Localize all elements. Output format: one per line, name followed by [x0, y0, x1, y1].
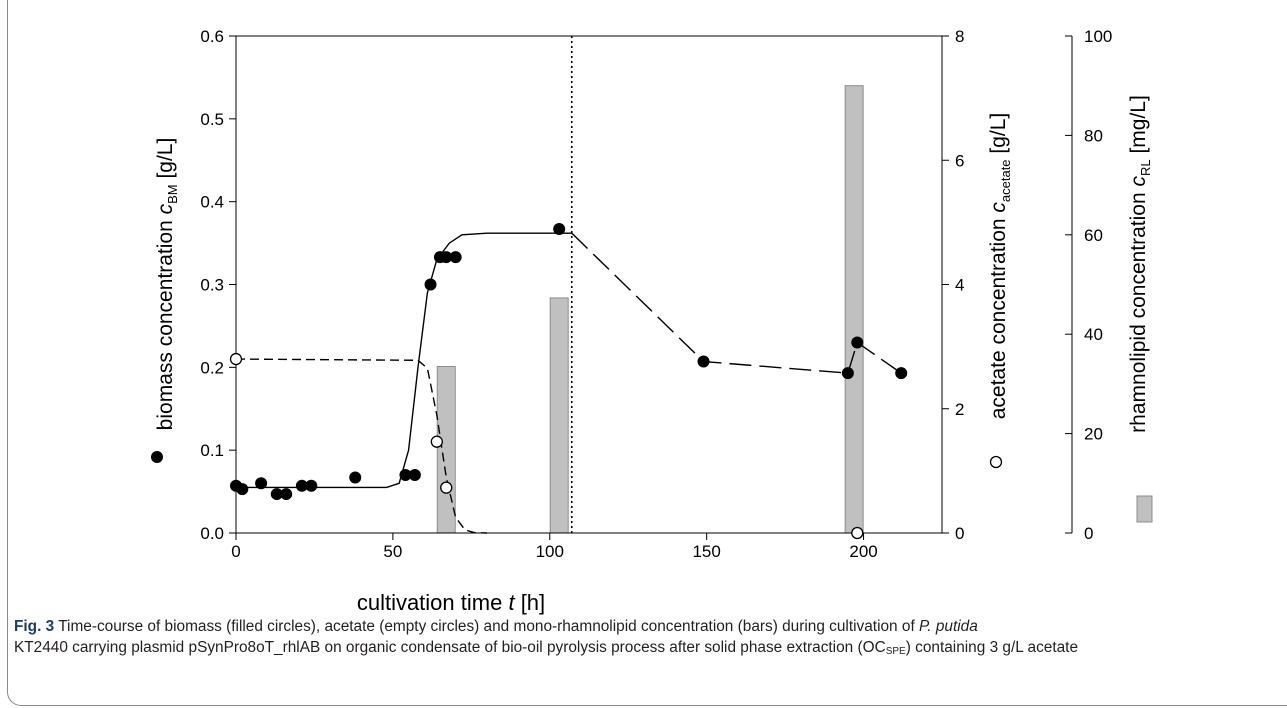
- right-tick-label-2: 40: [1084, 325, 1103, 344]
- fit-lines: [235, 36, 902, 534]
- right-tick-label-4: 80: [1084, 126, 1103, 145]
- chart: 0 50 100 150 2000.00.10.20.30.40.50.60246802…: [151, 27, 1153, 615]
- right-tick-label-5: 100: [1084, 27, 1112, 46]
- mid-tick-label-3: 6: [955, 151, 964, 170]
- rhamnolipid-bar-0: [436, 366, 456, 534]
- x-tick-label-3: 150: [692, 542, 720, 561]
- biomass-point-17: [851, 336, 864, 349]
- biomass-point-7: [349, 471, 362, 484]
- biomass-point-2: [255, 477, 268, 490]
- x-tick-label-0: 0: [231, 542, 240, 561]
- mid-tick-label-4: 8: [955, 27, 964, 46]
- biomass-point-5: [295, 479, 308, 492]
- caption-text-2: KT2440 carrying plasmid pSynPro8oT_rhlAB…: [14, 639, 886, 656]
- axis-labels: 0 50 100 150 2000.00.10.20.30.40.50.60246802…: [151, 27, 1153, 615]
- left-tick-label-1: 0.1: [200, 441, 224, 460]
- biomass-point-1: [236, 483, 249, 496]
- mid-tick-label-1: 2: [955, 400, 964, 419]
- biomass-point-13: [449, 251, 462, 264]
- biomass-point-9: [408, 469, 421, 482]
- biomass-dashed-line: [571, 232, 902, 374]
- acetate-point-3: [851, 526, 864, 540]
- caption-species: P. putida: [919, 618, 978, 635]
- left-tick-label-5: 0.5: [200, 110, 224, 129]
- left-tick-label-3: 0.3: [200, 276, 224, 295]
- x-tick-label-1: 50: [383, 542, 402, 561]
- rhamnolipid-bar-2: [844, 85, 864, 534]
- right-tick-label-0: 0: [1084, 524, 1093, 543]
- acetate-point-0: [229, 352, 243, 366]
- left-tick-label-6: 0.6: [200, 27, 224, 46]
- x-axis-label: cultivation time t [h]: [357, 590, 545, 615]
- biomass-point-16: [841, 367, 854, 380]
- acetate-point-1: [430, 435, 443, 448]
- x-tick-label-2: 100: [536, 542, 564, 561]
- caption-sub: SPE: [885, 646, 906, 657]
- caption-text-3: ) containing 3 g/L acetate: [905, 639, 1078, 656]
- caption-text-1: Time-course of biomass (filled circles),…: [54, 618, 919, 635]
- mid-tick-label-2: 4: [955, 276, 964, 295]
- mid-tick-label-0: 0: [955, 524, 964, 543]
- right-tick-label-3: 60: [1084, 226, 1103, 245]
- axes: [229, 35, 1073, 540]
- x-tick-label-4: 200: [849, 542, 877, 561]
- rhamnolipid-legend-marker: [1136, 495, 1153, 523]
- left-tick-label-0: 0.0: [200, 524, 224, 543]
- left-tick-label-4: 0.4: [200, 193, 224, 212]
- biomass-fit-curve: [236, 232, 572, 489]
- biomass-point-15: [697, 355, 710, 368]
- figure-caption: Fig. 3 Time-course of biomass (filled ci…: [14, 616, 1276, 658]
- biomass-point-3: [270, 488, 283, 501]
- figure-frame: [7, 0, 1287, 706]
- biomass-point-14: [553, 223, 566, 236]
- biomass-legend-marker: [151, 451, 163, 463]
- right-tick-label-1: 20: [1084, 425, 1103, 444]
- biomass-point-4: [280, 488, 293, 501]
- acetate-fit-curve: [235, 358, 488, 534]
- biomass-point-6: [305, 479, 318, 492]
- right-axis-label: rhamnolipid concentration cRL [mg/L]: [1127, 95, 1153, 433]
- biomass-point-12: [440, 251, 453, 264]
- data-points: [229, 223, 908, 540]
- biomass-point-8: [399, 469, 412, 482]
- acetate-point-2: [440, 481, 453, 494]
- caption-fig-label: Fig. 3: [14, 618, 55, 635]
- left-axis-label: biomass concentration cBM [g/L]: [154, 138, 180, 431]
- left-tick-label-2: 0.2: [200, 358, 224, 377]
- biomass-point-18: [895, 367, 908, 380]
- biomass-point-10: [424, 278, 437, 291]
- mid-axis-label: acetate concentration cacetate [g/L]: [987, 113, 1013, 420]
- acetate-legend-marker: [989, 455, 1003, 469]
- rhamnolipid-bar-1: [549, 297, 569, 534]
